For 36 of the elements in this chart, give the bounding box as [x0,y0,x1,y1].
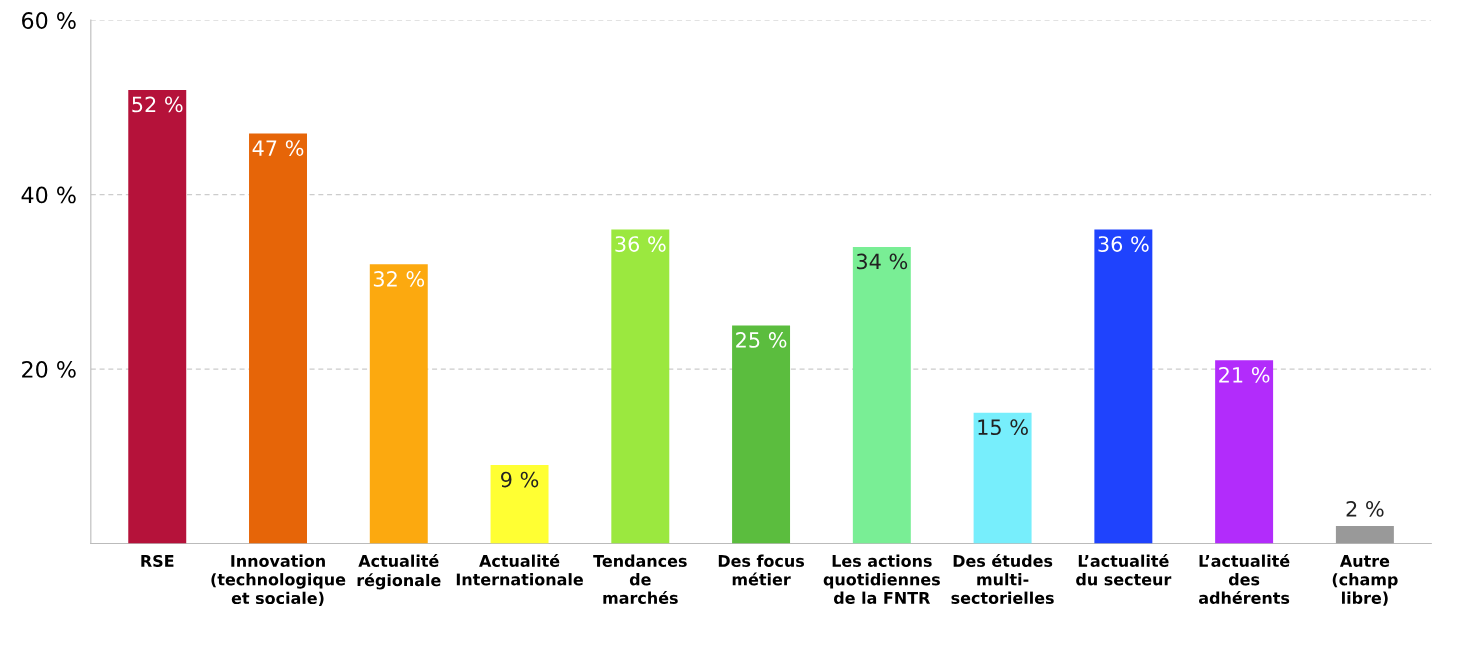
x-tick-label: L’actualité du secteur [1076,553,1172,586]
bar [128,89,187,544]
data-label: 47 % [252,140,304,156]
data-label: 36 % [615,236,666,252]
data-label: 34 % [856,253,908,270]
data-label: 15 % [978,419,1028,436]
bar [1215,360,1274,544]
bar [1335,526,1394,544]
y-tick-label: 40 % [21,186,76,204]
x-tick-label: Tendances de marchés [593,554,687,604]
data-label: 52 % [132,96,183,113]
bar [249,133,307,544]
x-tick-label: Des études multi- sectorielles [951,553,1054,604]
bar [973,412,1032,544]
data-label: 2 % [1346,501,1384,517]
bar [732,325,791,544]
data-label: 21 % [1219,366,1270,383]
x-tick-label: Autre (champ libre) [1332,555,1398,606]
x-tick-label: Les actions quotidiennes de la FNTR [823,554,940,604]
x-tick-label: Actualité régionale [357,553,441,590]
bar [369,264,428,544]
x-tick-label: Des focus métier [718,554,805,586]
bar [490,465,549,544]
y-tick-label: 20 % [22,361,76,378]
bar [611,229,670,544]
data-label: 36 % [1098,236,1149,252]
x-tick-label: L’actualité des adhérents [1198,553,1290,604]
bar [852,246,911,544]
bar [1094,229,1153,544]
x-tick-label: Actualité Internationale [456,553,583,586]
x-tick-label: Innovation (technologique et sociale) [211,554,346,606]
x-tick-label: RSE [141,554,174,567]
data-label: 25 % [736,332,787,348]
y-tick-label: 60 % [22,12,76,29]
data-label: 32 % [373,271,425,287]
data-label: 9 % [501,471,539,488]
